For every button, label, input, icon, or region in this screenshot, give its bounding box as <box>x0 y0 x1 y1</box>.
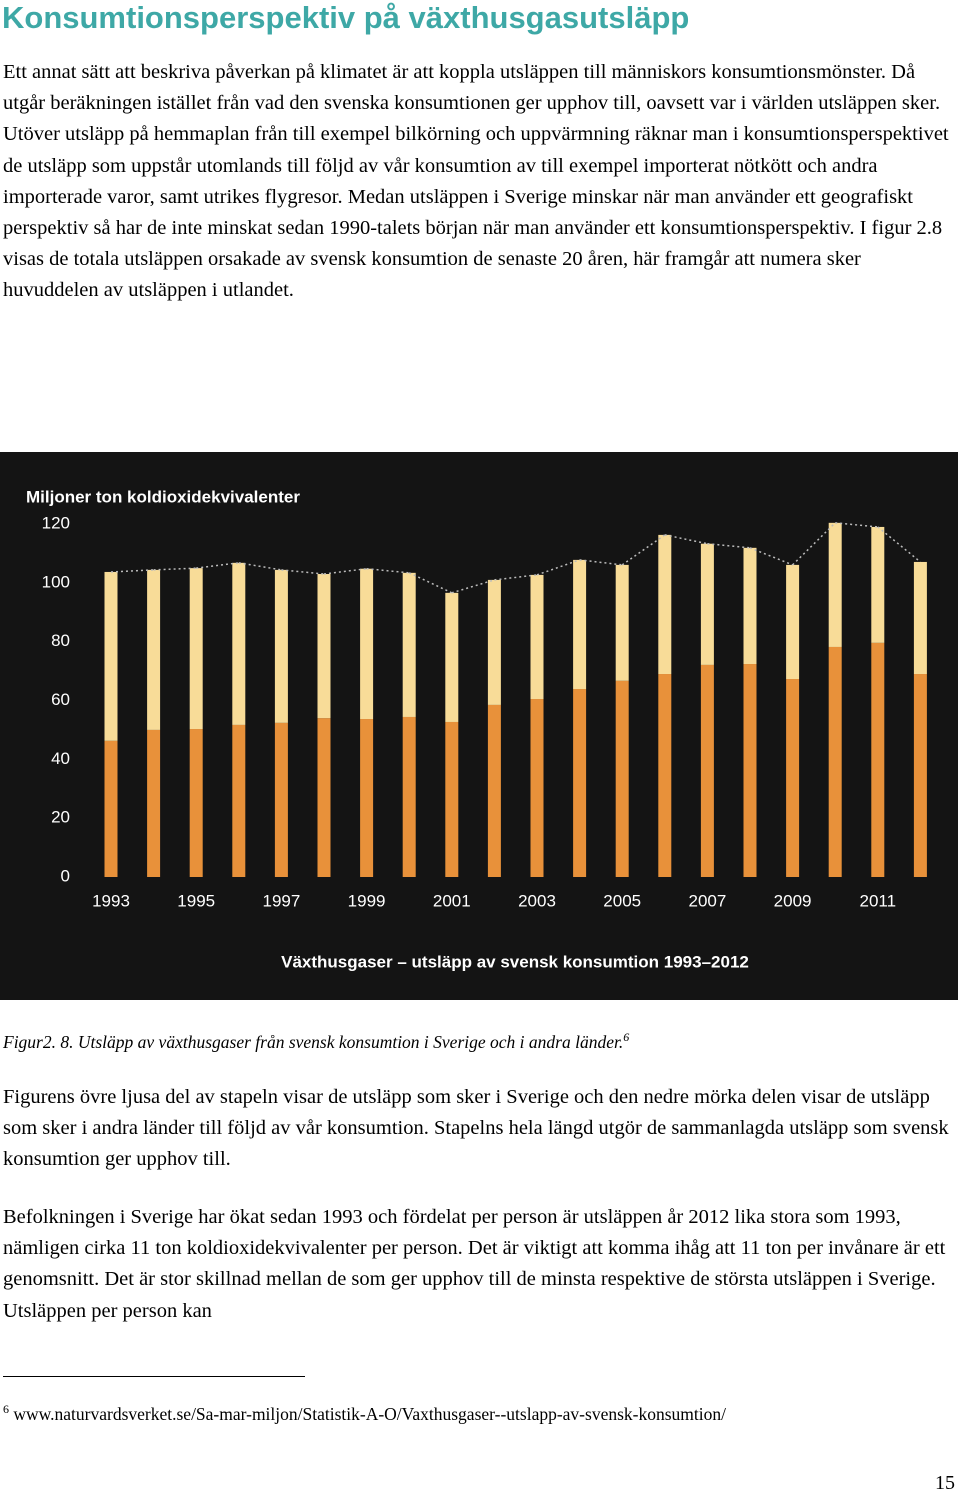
chart-background <box>0 452 958 1000</box>
total-connector <box>621 534 666 566</box>
footnote-text: www.naturvardsverket.se/Sa-mar-miljon/St… <box>13 1403 726 1424</box>
bar-segment <box>871 642 885 877</box>
footnote-number: 6 <box>3 1402 9 1416</box>
bar-segment <box>487 704 501 877</box>
bar-segment <box>615 680 629 877</box>
heading: Konsumtionsperspektiv på växthusgasutslä… <box>2 0 690 35</box>
y-tick-label: 120 <box>42 513 70 532</box>
x-tick-label: 2003 <box>518 891 556 910</box>
bar-segment <box>913 674 927 877</box>
bar-segment <box>700 543 714 665</box>
paragraph: Figurens övre ljusa del av stapeln visar… <box>3 1086 949 1171</box>
y-axis-label: Miljoner ton koldioxidekvivalenter <box>26 487 300 506</box>
total-connector <box>281 569 325 575</box>
bar-segment <box>317 574 331 719</box>
bar-segment <box>232 562 246 725</box>
bar-segment <box>487 579 501 705</box>
bar-segment <box>147 729 161 877</box>
x-tick-label: 1997 <box>262 891 300 910</box>
total-connector <box>835 522 878 528</box>
x-tick-label: 2007 <box>688 891 726 910</box>
bar-segment <box>743 664 757 877</box>
total-connector <box>494 574 538 581</box>
bar-segment <box>317 718 331 877</box>
total-connector <box>664 534 708 545</box>
y-tick-label: 20 <box>51 808 70 827</box>
y-tick-label: 60 <box>51 690 70 709</box>
total-connector <box>196 562 239 569</box>
y-tick-label: 40 <box>51 749 70 768</box>
chart-title: Växthusgaser – utsläpp av svensk konsumt… <box>281 952 749 971</box>
x-tick-label: 1995 <box>177 891 215 910</box>
bar-segment <box>104 571 118 741</box>
bar-segment <box>828 522 842 647</box>
bar-segment <box>530 699 544 877</box>
bar-segment <box>573 689 587 877</box>
caption: Figur2. 8. Utsläpp av växthusgaser från … <box>3 1030 629 1053</box>
bar-segment <box>530 574 544 700</box>
bar-segment <box>913 561 927 675</box>
bar-segment <box>189 568 203 730</box>
total-connector <box>707 542 751 549</box>
bar-segment <box>786 679 800 877</box>
x-tick-label: 1993 <box>92 891 130 910</box>
x-tick-label: 2005 <box>603 891 641 910</box>
total-connector <box>366 567 410 574</box>
bar-segment <box>360 568 374 720</box>
x-tick-label: 2009 <box>774 891 812 910</box>
total-connector <box>323 567 367 575</box>
bar-segment <box>658 674 672 877</box>
y-tick-label: 100 <box>42 572 70 591</box>
bar-segment <box>573 559 587 690</box>
bar-segment <box>615 564 629 681</box>
paragraph: Ett annat sätt att beskriva påverkan på … <box>3 61 949 302</box>
page-number: 15 <box>935 1472 955 1494</box>
total-connector <box>110 569 154 573</box>
bar-segment <box>871 526 885 643</box>
total-connector <box>579 559 623 566</box>
bar-segment <box>445 592 459 722</box>
bar-segment <box>104 740 118 877</box>
bar-segment <box>658 534 672 675</box>
bar-segment <box>700 664 714 877</box>
bar-segment <box>402 716 416 877</box>
caption-text: Figur2. 8. Utsläpp av växthusgaser från … <box>3 1031 624 1052</box>
bar-segment <box>360 719 374 877</box>
y-tick-label: 0 <box>61 866 70 885</box>
x-tick-label: 2011 <box>860 891 897 910</box>
bar-segment <box>232 724 246 877</box>
x-tick-label: 1999 <box>348 891 386 910</box>
caption-ref: 6 <box>623 1030 630 1044</box>
footnote-rule <box>3 1376 305 1377</box>
bar-segment <box>402 572 416 717</box>
bar-segment <box>445 721 459 877</box>
footnote: 6 www.naturvardsverket.se/Sa-mar-miljon/… <box>3 1402 726 1425</box>
bar-segment <box>274 569 288 723</box>
bar-segment <box>786 564 800 680</box>
paragraph: Befolkningen i Sverige har ökat sedan 19… <box>3 1206 946 1322</box>
bar-segment <box>274 722 288 877</box>
total-connector <box>153 567 197 571</box>
total-connector <box>877 526 921 563</box>
bar-segment <box>147 569 161 730</box>
chart: Miljoner ton koldioxidekvivalenter Växth… <box>0 452 958 1000</box>
bar-segment <box>828 646 842 877</box>
y-tick-label: 80 <box>51 631 70 650</box>
bar-segment <box>743 547 757 665</box>
bar-segment <box>189 729 203 877</box>
total-connector <box>238 562 282 571</box>
x-tick-label: 2001 <box>433 891 471 910</box>
